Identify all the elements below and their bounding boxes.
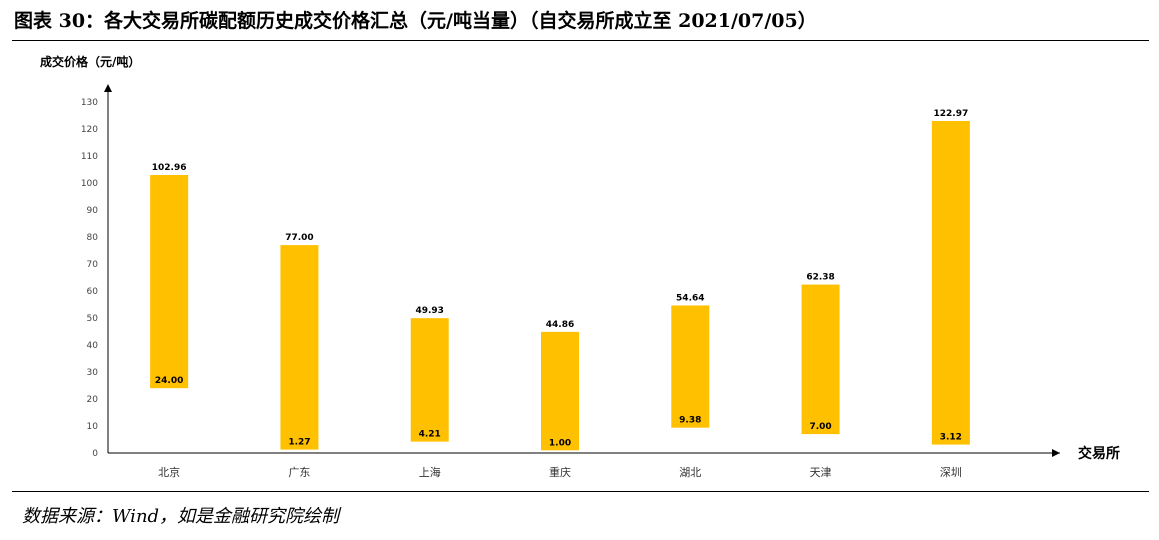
y-tick-label: 70: [87, 260, 99, 270]
figure-title: 图表 30：各大交易所碳配额历史成交价格汇总（元/吨当量）（自交易所成立至 20…: [14, 10, 817, 32]
y-axis-arrow: [104, 84, 112, 92]
x-axis-label: 交易所: [1078, 445, 1120, 462]
x-category-label: 上海: [419, 465, 441, 479]
bar-high-label: 62.38: [806, 273, 834, 283]
top-rule: [12, 40, 1149, 41]
y-axis-label: 成交价格（元/吨）: [40, 54, 140, 69]
bar-high-label: 44.86: [546, 320, 574, 330]
bar-low-label: 7.00: [809, 422, 831, 432]
bar-high-label: 122.97: [933, 109, 968, 119]
range-bar-chart: 成交价格（元/吨） 交易所 0 10 20 30 40 50 60 70 80 90 100 110 1…: [40, 54, 1120, 479]
y-tick-label: 40: [87, 341, 99, 351]
axes: 0 10 20 30 40 50 60 70 80 90 100 110 120 130: [81, 84, 1060, 459]
bottom-rule: [12, 491, 1149, 492]
y-tick-label: 110: [81, 152, 98, 162]
y-tick-label: 10: [87, 422, 99, 432]
y-tick-label: 50: [87, 314, 99, 324]
y-tick-label: 90: [87, 206, 99, 216]
bar: [410, 318, 449, 442]
x-category-label: 广东: [288, 466, 310, 479]
bar: [280, 245, 319, 450]
x-category-label: 天津: [810, 466, 832, 479]
source-note: 数据来源：Wind，如是金融研究院绘制: [22, 506, 340, 527]
bar-low-label: 1.00: [549, 438, 571, 448]
bar: [150, 175, 189, 389]
bar-high-label: 54.64: [676, 293, 704, 303]
bar: [541, 331, 579, 451]
y-tick-label: 20: [87, 395, 99, 405]
y-tick-label: 120: [81, 125, 98, 135]
bar-low-label: 9.38: [679, 416, 701, 426]
bar-low-label: 24.00: [155, 376, 183, 386]
bar: [801, 284, 840, 435]
y-tick-label: 30: [87, 368, 99, 378]
x-category-label: 北京: [158, 465, 180, 479]
x-category-label: 重庆: [549, 465, 571, 479]
y-tick-label: 130: [81, 98, 98, 108]
bar-high-label: 102.96: [152, 163, 187, 173]
bars: 102.96 24.00 北京 77.00 1.27 广东 49.93 4.21 上海 44.86…: [150, 109, 970, 479]
bar-low-label: 1.27: [288, 438, 310, 448]
bar: [931, 120, 970, 445]
x-axis-arrow: [1052, 449, 1060, 457]
y-tick-label: 80: [87, 233, 99, 243]
bar: [671, 305, 710, 428]
y-tick-label: 0: [92, 449, 98, 459]
y-tick-label: 100: [81, 179, 98, 189]
bar-low-label: 4.21: [419, 430, 441, 440]
x-category-label: 深圳: [940, 466, 962, 479]
y-tick-label: 60: [87, 287, 99, 297]
x-category-label: 湖北: [679, 466, 701, 479]
bar-low-label: 3.12: [940, 433, 962, 443]
bar-high-label: 77.00: [285, 233, 313, 243]
bar-high-label: 49.93: [415, 306, 443, 316]
